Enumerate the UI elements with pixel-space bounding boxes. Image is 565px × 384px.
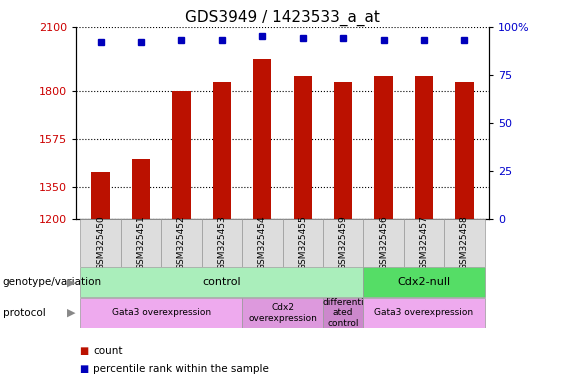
Text: ■: ■ — [79, 364, 88, 374]
Text: GSM325457: GSM325457 — [420, 215, 428, 270]
Text: Cdx2-null: Cdx2-null — [397, 277, 451, 287]
Text: GSM325454: GSM325454 — [258, 215, 267, 270]
FancyBboxPatch shape — [242, 219, 282, 267]
Text: Gata3 overexpression: Gata3 overexpression — [375, 308, 473, 318]
FancyBboxPatch shape — [282, 219, 323, 267]
FancyBboxPatch shape — [323, 298, 363, 328]
FancyBboxPatch shape — [121, 219, 161, 267]
Bar — [132, 159, 150, 219]
Text: ▶: ▶ — [67, 308, 75, 318]
FancyBboxPatch shape — [80, 298, 242, 328]
Bar — [294, 76, 312, 219]
Bar — [455, 82, 473, 219]
Text: protocol: protocol — [3, 308, 46, 318]
Bar — [253, 59, 271, 219]
FancyBboxPatch shape — [444, 219, 485, 267]
FancyBboxPatch shape — [363, 298, 485, 328]
Text: genotype/variation: genotype/variation — [3, 277, 102, 287]
Text: count: count — [93, 346, 123, 356]
Text: ▶: ▶ — [67, 277, 75, 287]
FancyBboxPatch shape — [161, 219, 202, 267]
Text: GSM325452: GSM325452 — [177, 215, 186, 270]
FancyBboxPatch shape — [404, 219, 444, 267]
Text: differenti
ated
control: differenti ated control — [323, 298, 364, 328]
Text: GSM325451: GSM325451 — [137, 215, 145, 270]
Text: Cdx2
overexpression: Cdx2 overexpression — [248, 303, 317, 323]
Bar — [375, 76, 393, 219]
Text: ■: ■ — [79, 346, 88, 356]
Bar — [92, 172, 110, 219]
Text: GSM325455: GSM325455 — [298, 215, 307, 270]
FancyBboxPatch shape — [80, 219, 121, 267]
Text: GSM325456: GSM325456 — [379, 215, 388, 270]
Bar — [172, 91, 190, 219]
Bar — [334, 82, 352, 219]
FancyBboxPatch shape — [242, 298, 323, 328]
Text: GSM325459: GSM325459 — [338, 215, 347, 270]
FancyBboxPatch shape — [323, 219, 363, 267]
Text: Gata3 overexpression: Gata3 overexpression — [112, 308, 211, 318]
Bar — [415, 76, 433, 219]
Text: GDS3949 / 1423533_a_at: GDS3949 / 1423533_a_at — [185, 10, 380, 26]
FancyBboxPatch shape — [363, 219, 404, 267]
Text: GSM325458: GSM325458 — [460, 215, 469, 270]
Text: percentile rank within the sample: percentile rank within the sample — [93, 364, 269, 374]
Text: control: control — [202, 277, 241, 287]
FancyBboxPatch shape — [80, 268, 363, 297]
Bar — [213, 82, 231, 219]
Text: GSM325453: GSM325453 — [218, 215, 227, 270]
FancyBboxPatch shape — [363, 268, 485, 297]
FancyBboxPatch shape — [202, 219, 242, 267]
Text: GSM325450: GSM325450 — [96, 215, 105, 270]
